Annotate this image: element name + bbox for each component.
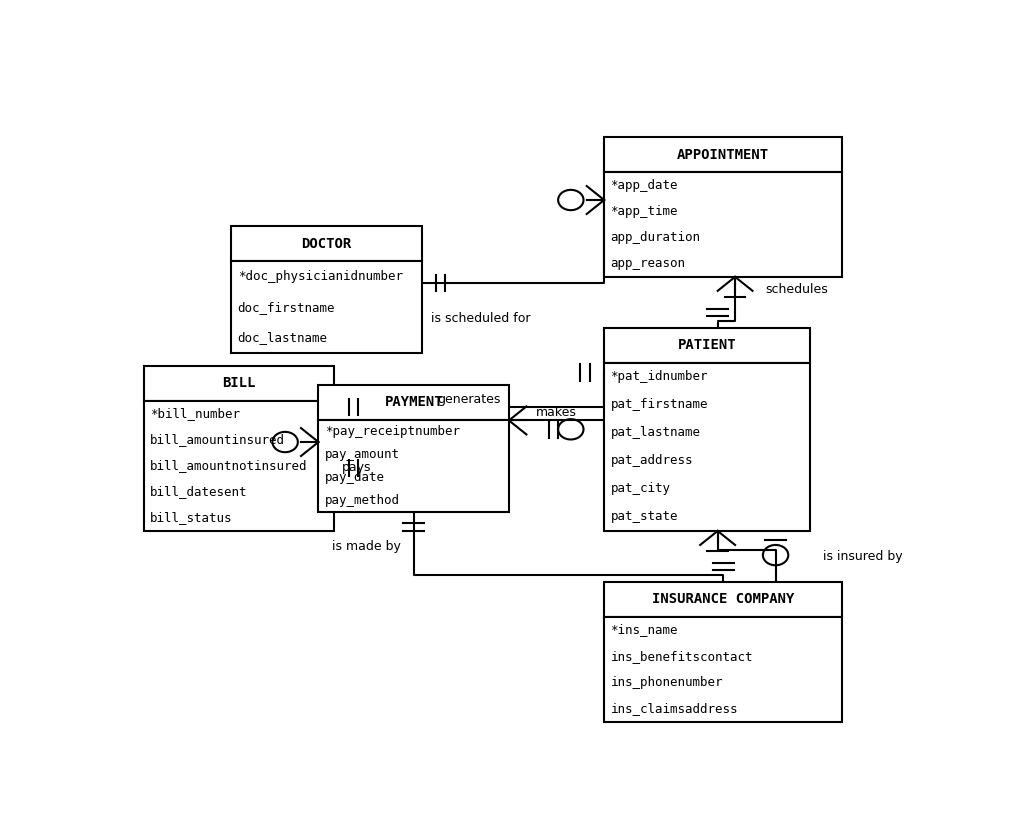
Text: is made by: is made by xyxy=(332,540,400,554)
Text: is insured by: is insured by xyxy=(823,550,903,563)
Text: PATIENT: PATIENT xyxy=(678,338,736,352)
Bar xyxy=(143,401,334,531)
Bar xyxy=(143,365,334,401)
Text: BILL: BILL xyxy=(222,376,256,390)
Text: *app_time: *app_time xyxy=(610,205,678,218)
Text: pat_address: pat_address xyxy=(610,455,693,467)
Text: INSURANCE COMPANY: INSURANCE COMPANY xyxy=(652,592,795,606)
Text: app_duration: app_duration xyxy=(610,231,700,244)
Text: bill_amountnotinsured: bill_amountnotinsured xyxy=(151,460,308,473)
Bar xyxy=(318,384,509,420)
Text: pays: pays xyxy=(342,461,372,474)
Text: doc_lastname: doc_lastname xyxy=(238,332,328,344)
Text: is scheduled for: is scheduled for xyxy=(431,312,530,325)
Text: pat_state: pat_state xyxy=(610,511,678,523)
Bar xyxy=(231,261,422,353)
Text: schedules: schedules xyxy=(765,283,828,296)
Text: doc_firstname: doc_firstname xyxy=(238,300,335,314)
Bar xyxy=(318,420,509,512)
Bar xyxy=(604,172,842,277)
Text: APPOINTMENT: APPOINTMENT xyxy=(677,148,769,162)
Text: pay_amount: pay_amount xyxy=(325,448,399,461)
Text: ins_claimsaddress: ins_claimsaddress xyxy=(610,702,738,715)
Text: bill_status: bill_status xyxy=(151,512,232,525)
Text: *doc_physicianidnumber: *doc_physicianidnumber xyxy=(238,270,402,283)
Bar xyxy=(231,226,422,261)
Text: makes: makes xyxy=(537,407,577,419)
Bar xyxy=(604,617,842,722)
Text: *bill_number: *bill_number xyxy=(151,408,241,420)
Text: *app_date: *app_date xyxy=(610,179,678,191)
Text: app_reason: app_reason xyxy=(610,257,685,271)
Text: ins_benefitscontact: ins_benefitscontact xyxy=(610,649,753,662)
Text: bill_datesent: bill_datesent xyxy=(151,485,248,498)
Text: *pay_receiptnumber: *pay_receiptnumber xyxy=(325,425,460,438)
Text: *ins_name: *ins_name xyxy=(610,624,678,636)
Text: generates: generates xyxy=(437,393,501,406)
Text: pay_date: pay_date xyxy=(325,471,385,484)
Bar xyxy=(604,137,842,172)
Text: pay_method: pay_method xyxy=(325,494,399,507)
Text: pat_lastname: pat_lastname xyxy=(610,427,700,439)
Text: *pat_idnumber: *pat_idnumber xyxy=(610,370,708,383)
Text: DOCTOR: DOCTOR xyxy=(301,237,351,251)
Text: ins_phonenumber: ins_phonenumber xyxy=(610,676,723,689)
Text: pat_city: pat_city xyxy=(610,483,671,495)
Text: bill_amountinsured: bill_amountinsured xyxy=(151,433,286,446)
Bar xyxy=(604,582,842,617)
Text: pat_firstname: pat_firstname xyxy=(610,398,708,411)
Bar xyxy=(604,328,811,363)
Text: PAYMENT: PAYMENT xyxy=(384,395,443,409)
Bar xyxy=(604,363,811,531)
